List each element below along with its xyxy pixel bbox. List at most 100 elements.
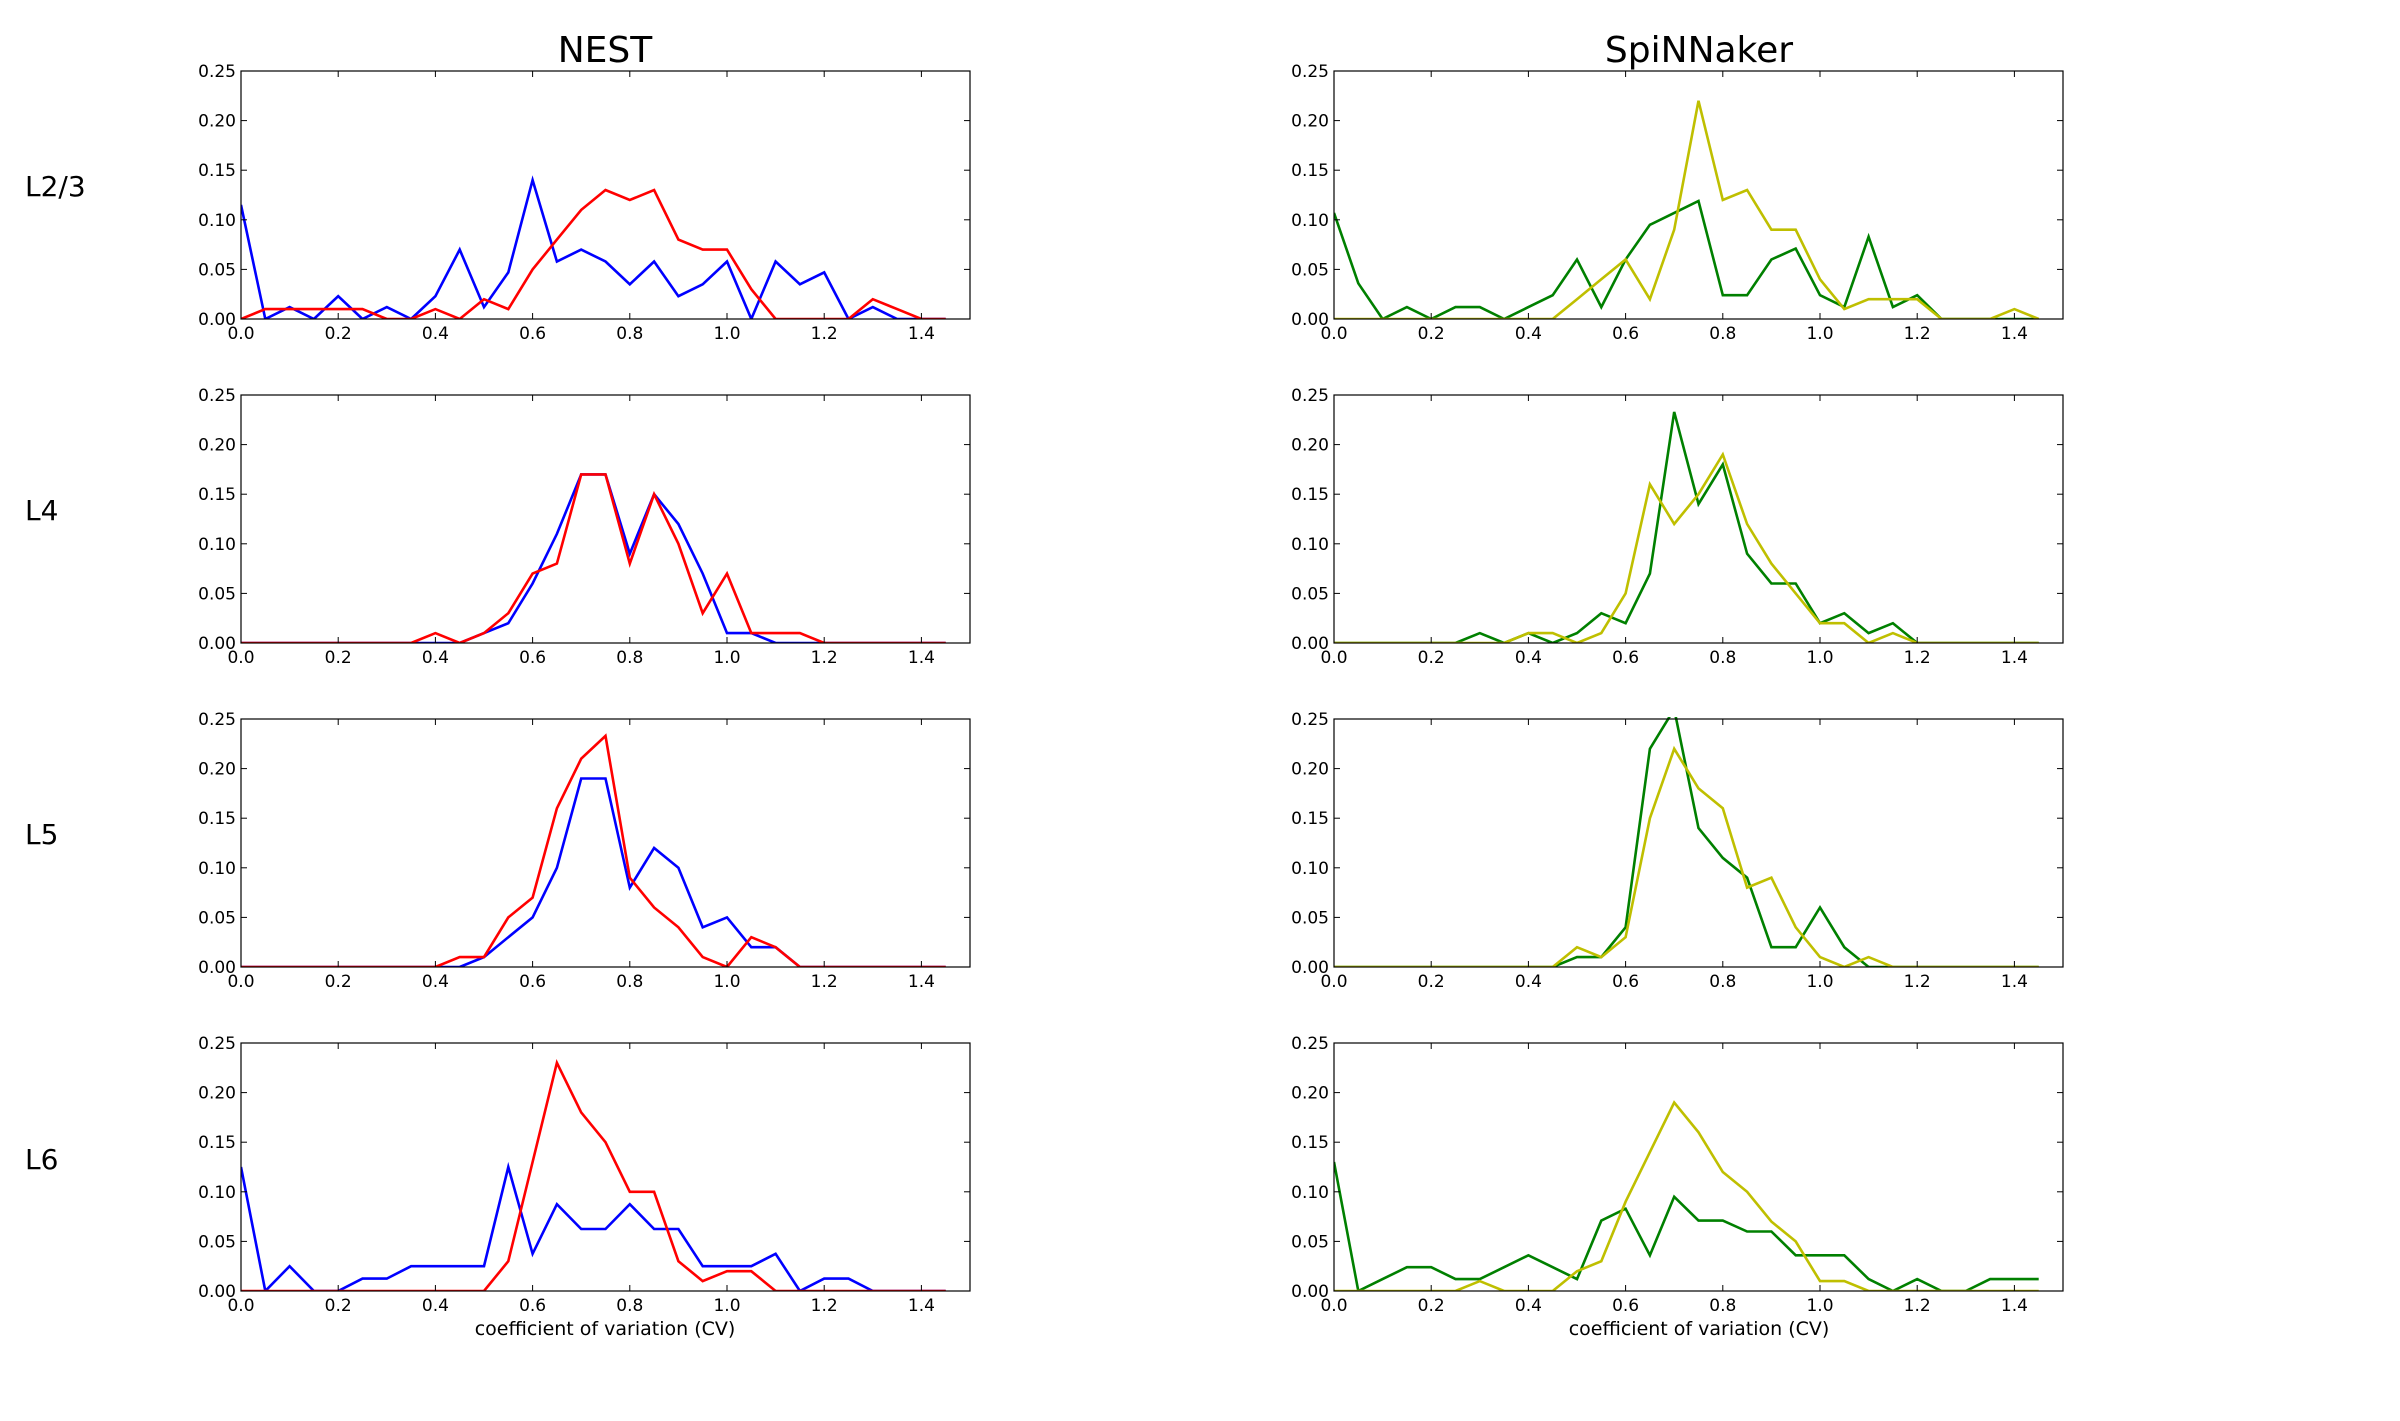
- x-tick-label-spinnaker-l2-3: 0.0: [1320, 324, 1347, 344]
- y-tick-label-nest-l5: 0.20: [198, 760, 236, 780]
- x-tick-label-spinnaker-l4: 0.2: [1418, 648, 1445, 668]
- y-tick-label-spinnaker-l6: 0.20: [1291, 1084, 1329, 1104]
- x-tick-label-nest-l6: 1.4: [908, 1296, 935, 1316]
- x-tick-label-nest-l2-3: 0.0: [227, 324, 254, 344]
- x-tick-label-nest-l5: 0.4: [422, 972, 449, 992]
- row-label-l5: L5: [25, 818, 59, 851]
- y-tick-label-nest-l5: 0.15: [198, 809, 236, 829]
- y-tick-label-spinnaker-l5: 0.10: [1291, 859, 1329, 879]
- x-tick-label-spinnaker-l6: 0.8: [1709, 1296, 1736, 1316]
- y-tick-label-spinnaker-l6: 0.05: [1291, 1232, 1329, 1252]
- x-tick-label-nest-l6: 1.2: [811, 1296, 838, 1316]
- row-label-l23: L2/3: [25, 170, 86, 203]
- x-tick-label-nest-l6: 0.8: [616, 1296, 643, 1316]
- y-tick-label-nest-l4: 0.10: [198, 535, 236, 555]
- y-tick-label-spinnaker-l5: 0.20: [1291, 760, 1329, 780]
- x-tick-label-nest-l6: 1.0: [713, 1296, 740, 1316]
- x-tick-label-nest-l4: 0.8: [616, 648, 643, 668]
- y-tick-label-spinnaker-l5: 0.00: [1291, 958, 1329, 978]
- series-line-red-nest-l4: [241, 473, 946, 643]
- series-line-yellow-spinnaker-l2-3: [1334, 100, 2040, 319]
- y-tick-label-nest-l4: 0.05: [198, 584, 236, 604]
- y-tick-label-spinnaker-l2-3: 0.00: [1291, 310, 1329, 330]
- x-tick-label-spinnaker-l6: 1.0: [1806, 1296, 1833, 1316]
- axes-frame-nest-l4: [240, 394, 971, 644]
- x-tick-label-nest-l5: 1.4: [908, 972, 935, 992]
- x-tick-label-spinnaker-l2-3: 1.4: [2001, 324, 2028, 344]
- y-tick-label-nest-l6: 0.20: [198, 1084, 236, 1104]
- series-line-blue-nest-l4: [241, 473, 946, 643]
- x-tick-label-spinnaker-l5: 0.6: [1612, 972, 1639, 992]
- x-tick-label-nest-l6: 0.2: [325, 1296, 352, 1316]
- x-tick-label-spinnaker-l5: 0.2: [1418, 972, 1445, 992]
- y-tick-label-spinnaker-l6: 0.00: [1291, 1282, 1329, 1302]
- col-title-spinnaker: SpiNNaker: [1604, 30, 1794, 71]
- x-tick-label-nest-l2-3: 1.2: [811, 324, 838, 344]
- series-line-blue-nest-l6: [241, 1161, 946, 1291]
- y-tick-label-nest-l4: 0.25: [198, 386, 236, 406]
- x-tick-label-spinnaker-l5: 1.0: [1806, 972, 1833, 992]
- y-tick-label-spinnaker-l6: 0.15: [1291, 1133, 1329, 1153]
- series-line-red-nest-l5: [241, 733, 946, 967]
- y-tick-label-nest-l6: 0.00: [198, 1282, 236, 1302]
- y-tick-label-spinnaker-l4: 0.10: [1291, 535, 1329, 555]
- panel-spinnaker-l2-3: 0.0 0.2 0.4 0.6 0.8 1.0 1.2 1.4 0.00 0.05 0.10 0.15…: [1291, 62, 2064, 344]
- y-tick-label-spinnaker-l4: 0.00: [1291, 634, 1329, 654]
- series-line-red-nest-l6: [241, 1059, 946, 1291]
- y-tick-label-nest-l4: 0.15: [198, 485, 236, 505]
- x-tick-label-spinnaker-l6: 0.6: [1612, 1296, 1639, 1316]
- y-tick-label-nest-l2-3: 0.10: [198, 211, 236, 231]
- x-tick-label-spinnaker-l4: 0.8: [1709, 648, 1736, 668]
- x-tick-label-nest-l5: 0.8: [616, 972, 643, 992]
- y-tick-label-nest-l5: 0.10: [198, 859, 236, 879]
- x-tick-label-nest-l5: 1.2: [811, 972, 838, 992]
- axes-frame-spinnaker-l5: [1333, 718, 2064, 968]
- axes-frame-spinnaker-l4: [1333, 394, 2064, 644]
- x-tick-label-spinnaker-l2-3: 0.4: [1515, 324, 1542, 344]
- x-tick-label-nest-l6: 0.4: [422, 1296, 449, 1316]
- y-tick-label-nest-l4: 0.00: [198, 634, 236, 654]
- y-tick-label-nest-l6: 0.05: [198, 1232, 236, 1252]
- y-tick-label-spinnaker-l6: 0.25: [1291, 1034, 1329, 1054]
- y-tick-label-spinnaker-l4: 0.25: [1291, 386, 1329, 406]
- x-tick-label-spinnaker-l2-3: 0.6: [1612, 324, 1639, 344]
- y-tick-label-nest-l5: 0.05: [198, 908, 236, 928]
- y-tick-label-spinnaker-l4: 0.05: [1291, 584, 1329, 604]
- panel-nest-l4: 0.0 0.2 0.4 0.6 0.8 1.0 1.2 1.4 0.00 0.05 0.10 0.15…: [198, 386, 971, 668]
- col-title-nest: NEST: [557, 30, 653, 71]
- series-line-yellow-spinnaker-l5: [1334, 745, 2039, 967]
- x-tick-label-nest-l5: 0.2: [325, 972, 352, 992]
- y-tick-label-spinnaker-l2-3: 0.05: [1291, 260, 1329, 280]
- y-tick-label-spinnaker-l5: 0.15: [1291, 809, 1329, 829]
- axes-frame-nest-l2-3: [240, 70, 971, 320]
- series-line-green-spinnaker-l6: [1334, 1161, 2039, 1291]
- y-tick-label-nest-l2-3: 0.00: [198, 310, 236, 330]
- axes-frame-nest-l6: [240, 1042, 971, 1292]
- series-line-blue-nest-l5: [241, 777, 946, 967]
- x-tick-label-spinnaker-l6: 0.0: [1320, 1296, 1347, 1316]
- x-tick-label-nest-l4: 0.4: [422, 648, 449, 668]
- x-tick-label-spinnaker-l4: 0.4: [1515, 648, 1542, 668]
- x-tick-label-spinnaker-l5: 1.4: [2001, 972, 2028, 992]
- y-tick-label-spinnaker-l4: 0.20: [1291, 436, 1329, 456]
- x-tick-label-nest-l2-3: 0.6: [519, 324, 546, 344]
- x-tick-label-nest-l5: 1.0: [713, 972, 740, 992]
- series-line-blue-nest-l2-3: [241, 175, 946, 319]
- x-tick-label-spinnaker-l2-3: 0.8: [1709, 324, 1736, 344]
- x-tick-label-spinnaker-l2-3: 0.2: [1418, 324, 1445, 344]
- x-tick-label-spinnaker-l6: 1.4: [2001, 1296, 2028, 1316]
- y-tick-label-spinnaker-l5: 0.05: [1291, 908, 1329, 928]
- axes-frame-spinnaker-l2-3: [1333, 70, 2064, 320]
- x-tick-label-spinnaker-l2-3: 1.2: [1904, 324, 1931, 344]
- y-tick-label-nest-l5: 0.25: [198, 710, 236, 730]
- x-tick-label-nest-l4: 1.2: [811, 648, 838, 668]
- x-tick-label-spinnaker-l6: 0.4: [1515, 1296, 1542, 1316]
- y-tick-label-spinnaker-l5: 0.25: [1291, 710, 1329, 730]
- x-tick-label-nest-l2-3: 1.4: [908, 324, 935, 344]
- y-tick-label-spinnaker-l2-3: 0.10: [1291, 211, 1329, 231]
- x-tick-label-spinnaker-l6: 0.2: [1418, 1296, 1445, 1316]
- x-tick-label-nest-l2-3: 0.2: [325, 324, 352, 344]
- x-tick-label-spinnaker-l6: 1.2: [1904, 1296, 1931, 1316]
- x-tick-label-nest-l4: 1.4: [908, 648, 935, 668]
